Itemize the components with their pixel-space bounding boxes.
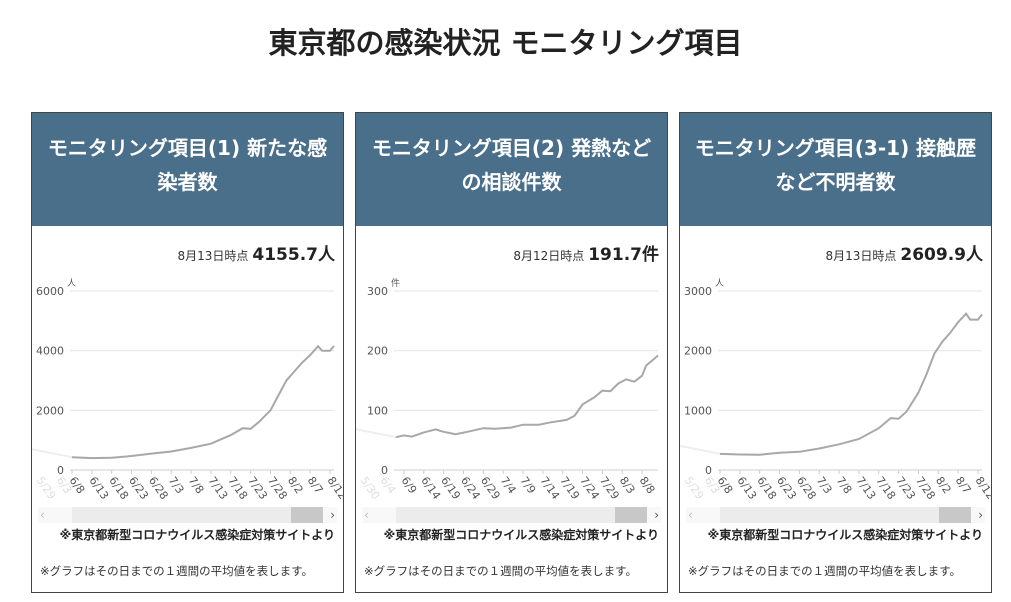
value-number: 4155.7人 — [252, 245, 335, 265]
faded-x-tick-label: 5/29 — [682, 474, 707, 502]
page-title: 東京都の感染状況 モニタリング項目 — [268, 26, 743, 60]
series-line — [395, 354, 659, 439]
x-tick-label: 6/13 — [86, 474, 111, 502]
x-tick-label: 7/19 — [557, 474, 582, 502]
x-tick-label: 8/12 — [325, 474, 344, 502]
x-tick-label: 8/7 — [305, 474, 326, 496]
x-tick-label: 6/23 — [774, 474, 799, 502]
source-text: ※東京都新型コロナウイルス感染症対策サイトより — [383, 528, 659, 542]
current-value: 8月13日時点 4155.7人 — [177, 240, 335, 265]
scroll-right-icon[interactable]: › — [654, 508, 659, 522]
chart-scrollbar[interactable]: ‹ › — [362, 507, 661, 523]
y-tick-label: 6000 — [36, 285, 64, 298]
y-axis-unit: 人 — [67, 278, 76, 289]
monitoring-panel: モニタリング項目(1) 新たな感染者数 8月13日時点 4155.7人 ‹ › ※東… — [31, 112, 344, 593]
x-tick-label: 8/7 — [953, 474, 974, 496]
y-tick-label: 100 — [367, 404, 388, 417]
x-tick-label: 6/19 — [438, 474, 463, 502]
date-label: 8月13日時点 — [177, 249, 249, 263]
x-tick-label: 7/23 — [893, 474, 918, 502]
y-tick-label: 0 — [57, 464, 64, 477]
source-text: ※東京都新型コロナウイルス感染症対策サイトより — [59, 528, 335, 542]
y-tick-label: 0 — [705, 464, 712, 477]
y-axis-unit: 人 — [715, 278, 724, 289]
scroll-left-icon[interactable]: ‹ — [364, 508, 369, 522]
chart-scrollbar[interactable]: ‹ › — [38, 507, 337, 523]
panel-header: モニタリング項目(1) 新たな感染者数 — [32, 113, 343, 226]
y-axis-unit: 件 — [391, 277, 400, 289]
x-tick-label: 7/13 — [853, 474, 878, 502]
x-tick-label: 6/28 — [794, 474, 819, 502]
value-number: 2609.9人 — [900, 245, 983, 265]
faded-series-line — [32, 448, 73, 459]
scroll-right-icon[interactable]: › — [330, 508, 335, 522]
series-line — [719, 312, 983, 456]
panel-header: モニタリング項目(2) 発熱などの相談件数 — [356, 113, 667, 226]
scrollbar-thumb[interactable] — [939, 507, 971, 523]
date-label: 8月13日時点 — [825, 249, 897, 263]
y-tick-label: 2000 — [684, 345, 712, 358]
x-tick-label: 7/23 — [245, 474, 270, 502]
current-value: 8月12日時点 191.7件 — [513, 240, 659, 265]
x-tick-label: 6/14 — [418, 474, 443, 502]
x-tick-label: 8/8 — [637, 474, 658, 496]
y-tick-label: 0 — [381, 464, 388, 477]
y-tick-label: 300 — [367, 285, 388, 298]
faded-series-line — [356, 428, 397, 439]
scroll-left-icon[interactable]: ‹ — [40, 508, 45, 522]
x-tick-label: 6/23 — [126, 474, 151, 502]
y-tick-label: 3000 — [684, 285, 712, 298]
faded-x-tick-label: 5/29 — [34, 474, 59, 502]
y-tick-label: 200 — [367, 345, 388, 358]
x-tick-label: 7/8 — [186, 474, 207, 496]
scrollbar-thumb[interactable] — [615, 507, 647, 523]
x-tick-label: 7/28 — [265, 474, 290, 502]
monitoring-panel: モニタリング項目(3-1) 接触歴など不明者数 8月13日時点 2609.9人 ‹… — [679, 112, 992, 593]
source-text: ※東京都新型コロナウイルス感染症対策サイトより — [707, 528, 983, 542]
scrollbar-thumb[interactable] — [291, 507, 323, 523]
x-tick-label: 6/28 — [146, 474, 171, 502]
x-tick-label: 6/13 — [734, 474, 759, 502]
x-tick-label: 6/29 — [478, 474, 503, 502]
x-tick-label: 7/18 — [225, 474, 250, 502]
series-line — [71, 344, 335, 460]
faded-x-tick-label: 5/30 — [358, 474, 383, 502]
note-text: ※グラフはその日までの１週間の平均値を表します。 — [364, 564, 637, 578]
y-tick-label: 2000 — [36, 404, 64, 417]
value-number: 191.7件 — [588, 245, 659, 265]
monitoring-panel: モニタリング項目(2) 発熱などの相談件数 8月12日時点 191.7件 ‹ › ※… — [355, 112, 668, 593]
faded-series-line — [680, 444, 721, 455]
x-tick-label: 7/13 — [205, 474, 230, 502]
note-text: ※グラフはその日までの１週間の平均値を表します。 — [688, 564, 961, 578]
x-tick-label: 6/18 — [106, 474, 131, 502]
current-value: 8月13日時点 2609.9人 — [825, 240, 983, 265]
x-tick-label: 7/14 — [537, 474, 562, 502]
x-tick-label: 7/18 — [873, 474, 898, 502]
chart-scrollbar[interactable]: ‹ › — [686, 507, 985, 523]
panel-header: モニタリング項目(3-1) 接触歴など不明者数 — [680, 113, 991, 226]
x-tick-label: 7/9 — [518, 474, 539, 496]
scroll-left-icon[interactable]: ‹ — [688, 508, 693, 522]
y-tick-label: 4000 — [36, 345, 64, 358]
note-text: ※グラフはその日までの１週間の平均値を表します。 — [40, 564, 313, 578]
date-label: 8月12日時点 — [513, 249, 585, 263]
y-tick-label: 1000 — [684, 404, 712, 417]
x-tick-label: 6/18 — [754, 474, 779, 502]
x-tick-label: 6/24 — [458, 474, 483, 502]
x-tick-label: 7/24 — [577, 474, 602, 502]
x-tick-label: 6/9 — [398, 474, 419, 496]
x-tick-label: 7/29 — [597, 474, 622, 502]
x-tick-label: 7/8 — [834, 474, 855, 496]
scroll-right-icon[interactable]: › — [978, 508, 983, 522]
x-tick-label: 7/28 — [913, 474, 938, 502]
x-tick-label: 8/12 — [973, 474, 992, 502]
